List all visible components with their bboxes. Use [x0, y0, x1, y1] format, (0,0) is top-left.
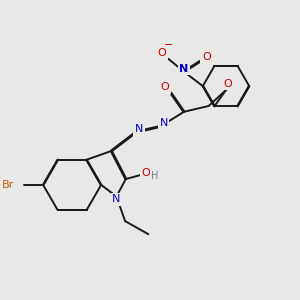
Text: O: O: [142, 168, 151, 178]
Text: Br: Br: [2, 180, 14, 190]
Text: N: N: [159, 118, 168, 128]
Text: H: H: [151, 171, 159, 181]
Text: −: −: [164, 40, 173, 50]
Text: N: N: [135, 124, 143, 134]
Text: O: O: [202, 52, 211, 62]
Text: O: O: [223, 79, 232, 88]
Text: O: O: [161, 82, 170, 92]
Text: N: N: [179, 64, 189, 74]
Text: O: O: [157, 48, 166, 58]
Text: N: N: [112, 194, 121, 204]
